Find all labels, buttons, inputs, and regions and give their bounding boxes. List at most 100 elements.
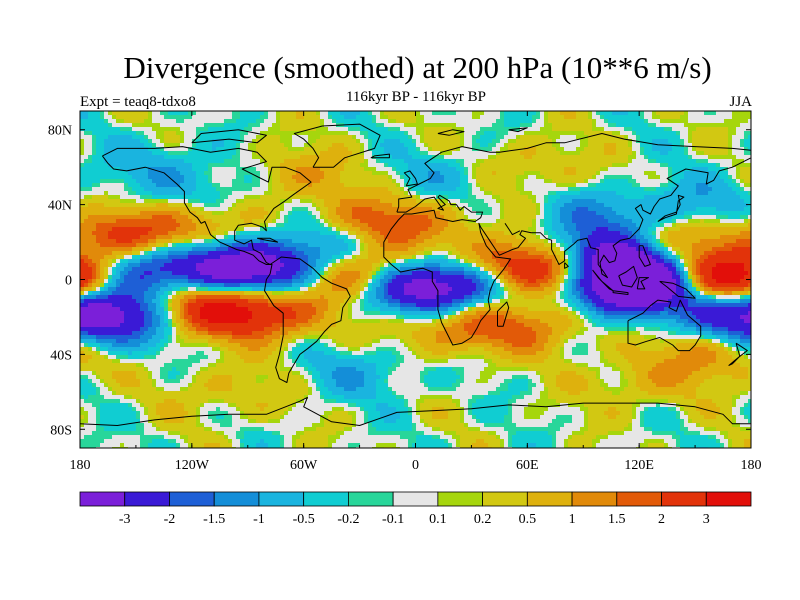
field-cell bbox=[520, 155, 525, 160]
field-cell bbox=[352, 223, 357, 228]
field-cell bbox=[104, 111, 109, 116]
field-cell bbox=[444, 167, 449, 172]
field-cell bbox=[80, 131, 85, 136]
field-cell bbox=[600, 111, 605, 116]
field-cell bbox=[464, 191, 469, 196]
field-cell bbox=[184, 127, 189, 132]
field-cell bbox=[680, 135, 685, 140]
field-cell bbox=[304, 131, 309, 136]
field-cell bbox=[592, 155, 597, 160]
field-cell bbox=[344, 207, 349, 212]
field-cell bbox=[684, 135, 689, 140]
field-cell bbox=[664, 191, 669, 196]
field-cell bbox=[612, 115, 617, 120]
field-cell bbox=[344, 127, 349, 132]
field-cell bbox=[632, 175, 637, 180]
field-cell bbox=[96, 163, 101, 168]
field-cell bbox=[92, 143, 97, 148]
field-cell bbox=[656, 115, 661, 120]
field-cell bbox=[368, 179, 373, 184]
field-cell bbox=[84, 163, 89, 168]
field-cell bbox=[396, 111, 401, 116]
field-cell bbox=[124, 155, 129, 160]
field-cell bbox=[336, 207, 341, 212]
field-cell bbox=[504, 187, 509, 192]
field-cell bbox=[384, 227, 389, 232]
field-cell bbox=[468, 175, 473, 180]
field-cell bbox=[268, 111, 273, 116]
field-cell bbox=[148, 155, 153, 160]
field-cell bbox=[504, 111, 509, 116]
field-cell bbox=[132, 223, 137, 228]
field-cell bbox=[172, 191, 177, 196]
field-cell bbox=[664, 159, 669, 164]
field-cell bbox=[252, 203, 257, 208]
field-cell bbox=[200, 163, 205, 168]
field-cell bbox=[600, 167, 605, 172]
field-cell bbox=[232, 135, 237, 140]
field-cell bbox=[176, 151, 181, 156]
field-cell bbox=[120, 115, 125, 120]
field-cell bbox=[484, 187, 489, 192]
field-cell bbox=[492, 171, 497, 176]
field-cell bbox=[680, 211, 685, 216]
field-cell bbox=[132, 187, 137, 192]
field-cell bbox=[744, 215, 749, 220]
field-cell bbox=[616, 187, 621, 192]
field-cell bbox=[284, 111, 289, 116]
field-cell bbox=[108, 135, 113, 140]
field-cell bbox=[392, 123, 397, 128]
field-cell bbox=[176, 111, 181, 116]
field-cell bbox=[544, 163, 549, 168]
field-cell bbox=[216, 175, 221, 180]
field-cell bbox=[524, 163, 529, 168]
field-cell bbox=[416, 139, 421, 144]
field-cell bbox=[364, 155, 369, 160]
field-cell bbox=[272, 223, 277, 228]
field-cell bbox=[248, 215, 253, 220]
field-cell bbox=[264, 147, 269, 152]
field-cell bbox=[184, 119, 189, 124]
field-cell bbox=[456, 223, 461, 228]
field-cell bbox=[320, 175, 325, 180]
field-cell bbox=[652, 191, 657, 196]
field-cell bbox=[280, 223, 285, 228]
field-cell bbox=[704, 115, 709, 120]
field-cell bbox=[184, 171, 189, 176]
field-cell bbox=[156, 215, 161, 220]
field-cell bbox=[88, 179, 93, 184]
field-cell bbox=[312, 175, 317, 180]
field-cell bbox=[732, 111, 737, 116]
field-cell bbox=[676, 163, 681, 168]
field-cell bbox=[592, 151, 597, 156]
field-cell bbox=[344, 219, 349, 224]
field-cell bbox=[300, 151, 305, 156]
field-cell bbox=[248, 175, 253, 180]
field-cell bbox=[228, 159, 233, 164]
field-cell bbox=[160, 151, 165, 156]
field-cell bbox=[632, 195, 637, 200]
field-cell bbox=[444, 215, 449, 220]
field-cell bbox=[384, 143, 389, 148]
field-cell bbox=[240, 195, 245, 200]
field-cell bbox=[344, 227, 349, 232]
field-cell bbox=[716, 151, 721, 156]
field-cell bbox=[84, 135, 89, 140]
field-cell bbox=[192, 183, 197, 188]
field-cell bbox=[272, 219, 277, 224]
field-cell bbox=[544, 203, 549, 208]
field-cell bbox=[596, 111, 601, 116]
field-cell bbox=[160, 215, 165, 220]
field-cell bbox=[516, 215, 521, 220]
field-cell bbox=[96, 179, 101, 184]
field-cell bbox=[348, 183, 353, 188]
field-cell bbox=[356, 139, 361, 144]
field-cell bbox=[200, 155, 205, 160]
field-cell bbox=[712, 163, 717, 168]
field-cell bbox=[88, 119, 93, 124]
field-cell bbox=[240, 115, 245, 120]
field-cell bbox=[128, 143, 133, 148]
field-cell bbox=[168, 155, 173, 160]
field-cell bbox=[564, 135, 569, 140]
field-cell bbox=[744, 211, 749, 216]
